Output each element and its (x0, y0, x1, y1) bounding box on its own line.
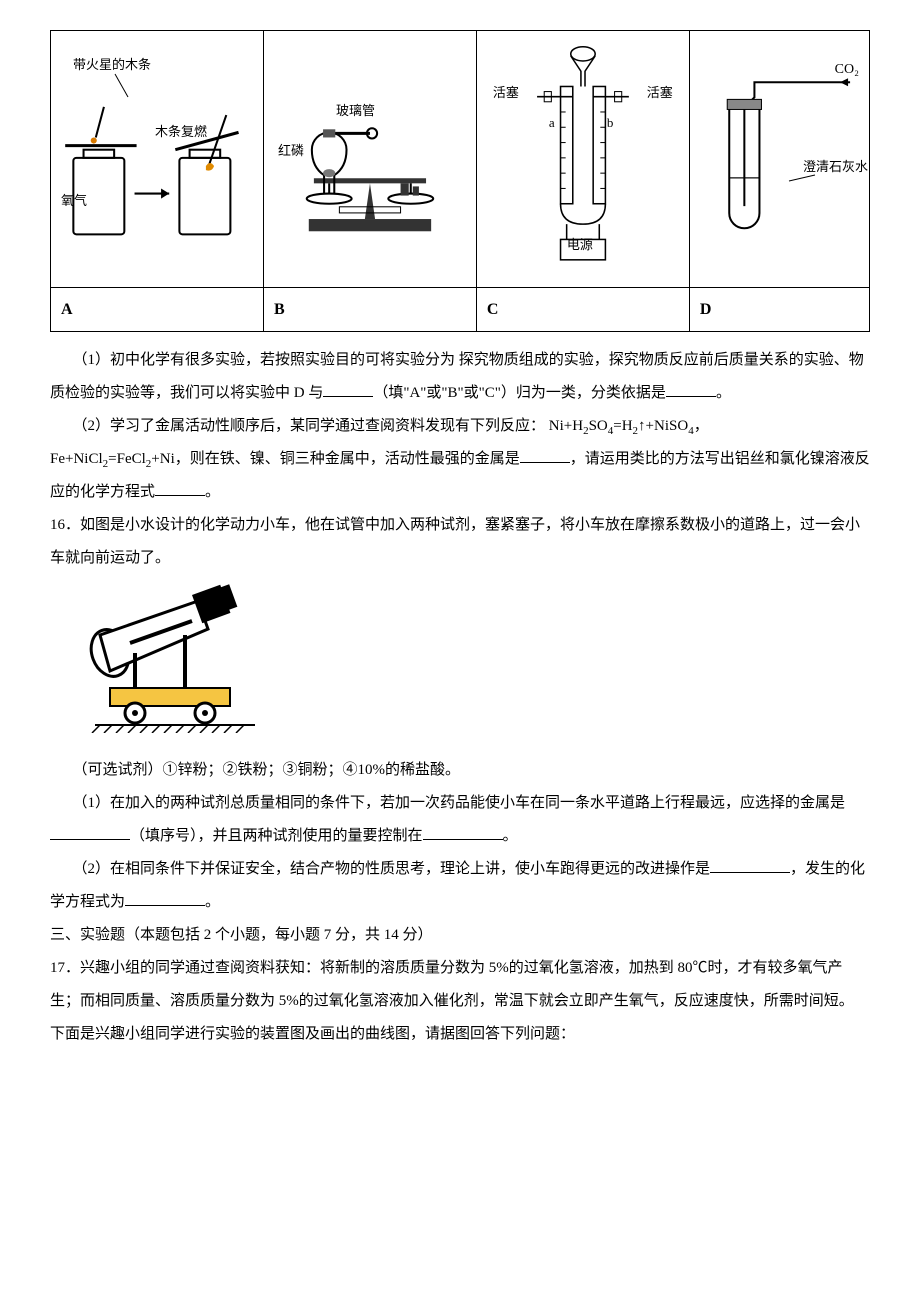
q16-p2-a: （2）在相同条件下并保证安全，结合产物的性质思考，理论上讲，使小车跑得更远的改进… (73, 861, 711, 877)
q16-p1-b: （填序号），并且两种试剂使用的量要控制在 (130, 828, 423, 844)
blank-16-2a (710, 858, 790, 873)
q16-p1-a: （1）在加入的两种试剂总质量相同的条件下，若加一次药品能使小车在同一条水平道路上… (73, 795, 846, 811)
q16-p1: （1）在加入的两种试剂总质量相同的条件下，若加一次药品能使小车在同一条水平道路上… (50, 787, 870, 853)
section3-title: 三、实验题（本题包括 2 个小题，每小题 7 分，共 14 分） (50, 919, 870, 952)
cell-c-label2: 活塞 (647, 79, 673, 108)
q1-p2-text-a: （2）学习了金属活动性顺序后，某同学通过查阅资料发现有下列反应： (73, 418, 546, 434)
cell-c-label3: a (549, 109, 555, 138)
pointer-line-a1 (110, 69, 140, 99)
cell-c-label4: b (607, 109, 614, 138)
cell-b-label1: 玻璃管 (336, 97, 375, 126)
label-a: A (51, 287, 264, 331)
q1-p1-text-c: 。 (716, 385, 731, 401)
q16-intro: 16．如图是小水设计的化学动力小车，他在试管中加入两种试剂，塞紧塞子，将小车放在… (50, 509, 870, 575)
q1-p2-text-c: ，则在铁、镍、铜三种金属中，活动性最强的金属是 (175, 451, 520, 467)
q17-tail: 下面是兴趣小组同学进行实验的装置图及画出的曲线图，请据图回答下列问题： (50, 1018, 870, 1051)
cell-d-label1: CO₂ (835, 55, 859, 86)
blank-2a (520, 448, 570, 463)
blank-1a (323, 382, 373, 397)
q16-p2: （2）在相同条件下并保证安全，结合产物的性质思考，理论上讲，使小车跑得更远的改进… (50, 853, 870, 919)
q16-intro-text: 如图是小水设计的化学动力小车，他在试管中加入两种试剂，塞紧塞子，将小车放在摩擦系… (50, 517, 860, 566)
q17-intro: 17．兴趣小组的同学通过查阅资料获知：将新制的溶质质量分数为 5%的过氧化氢溶液… (50, 952, 870, 1018)
cell-a-label3: 氧气 (61, 187, 87, 216)
cell-b-label2: 红磷 (278, 137, 304, 166)
experiment-table: 带火星的木条 木条复燃 氧气 (50, 30, 870, 332)
q16-p1-c: 。 (503, 828, 518, 844)
blank-1b (666, 382, 716, 397)
cart-svg (80, 583, 270, 733)
q17-num: 17． (50, 960, 80, 976)
q1-p1-text-b: （填"A"或"B"或"C"）归为一类，分类依据是 (373, 385, 666, 401)
cell-d-image: CO₂ 澄清石灰水 (689, 31, 869, 288)
cell-b-image: 玻璃管 红磷 (263, 31, 476, 288)
cell-a-label2: 木条复燃 (155, 124, 207, 140)
blank-16-1a (50, 825, 130, 840)
q1-p2-text-e: 。 (205, 484, 220, 500)
cell-c-image: 活塞 活塞 a b 电源 (476, 31, 689, 288)
cell-c-label1: 活塞 (493, 79, 519, 108)
blank-16-1b (423, 825, 503, 840)
cart-diagram (80, 583, 870, 746)
q16-p2-c: 。 (205, 894, 220, 910)
q16-num: 16． (50, 517, 80, 533)
blank-2b (155, 481, 205, 496)
q17-intro-text: 兴趣小组的同学通过查阅资料获知：将新制的溶质质量分数为 5%的过氧化氢溶液，加热… (50, 960, 854, 1009)
label-b: B (263, 287, 476, 331)
pointer-line-d (787, 167, 817, 187)
q1-part1: （1）初中化学有很多实验，若按照实验目的可将实验分为 探究物质组成的实验，探究物… (50, 344, 870, 410)
q1-p2-text-b: ， (694, 418, 709, 434)
q16-reagents: （可选试剂）①锌粉；②铁粉；③铜粉；④10%的稀盐酸。 (50, 754, 870, 787)
q1-part2b: Fe+NiCl2=FeCl2+Ni，则在铁、镍、铜三种金属中，活动性最强的金属是… (50, 443, 870, 509)
cell-c-label5: 电源 (567, 231, 593, 260)
q1-eq1: Ni+H2SO4=H2↑+NiSO4 (549, 418, 694, 434)
q1-eq2: Fe+NiCl2=FeCl2+Ni (50, 451, 175, 467)
label-d: D (689, 287, 869, 331)
q1-part2: （2）学习了金属活动性顺序后，某同学通过查阅资料发现有下列反应： Ni+H2SO… (50, 410, 870, 443)
label-c: C (476, 287, 689, 331)
cell-a-image: 带火星的木条 木条复燃 氧气 (51, 31, 264, 288)
blank-16-2b (125, 891, 205, 906)
